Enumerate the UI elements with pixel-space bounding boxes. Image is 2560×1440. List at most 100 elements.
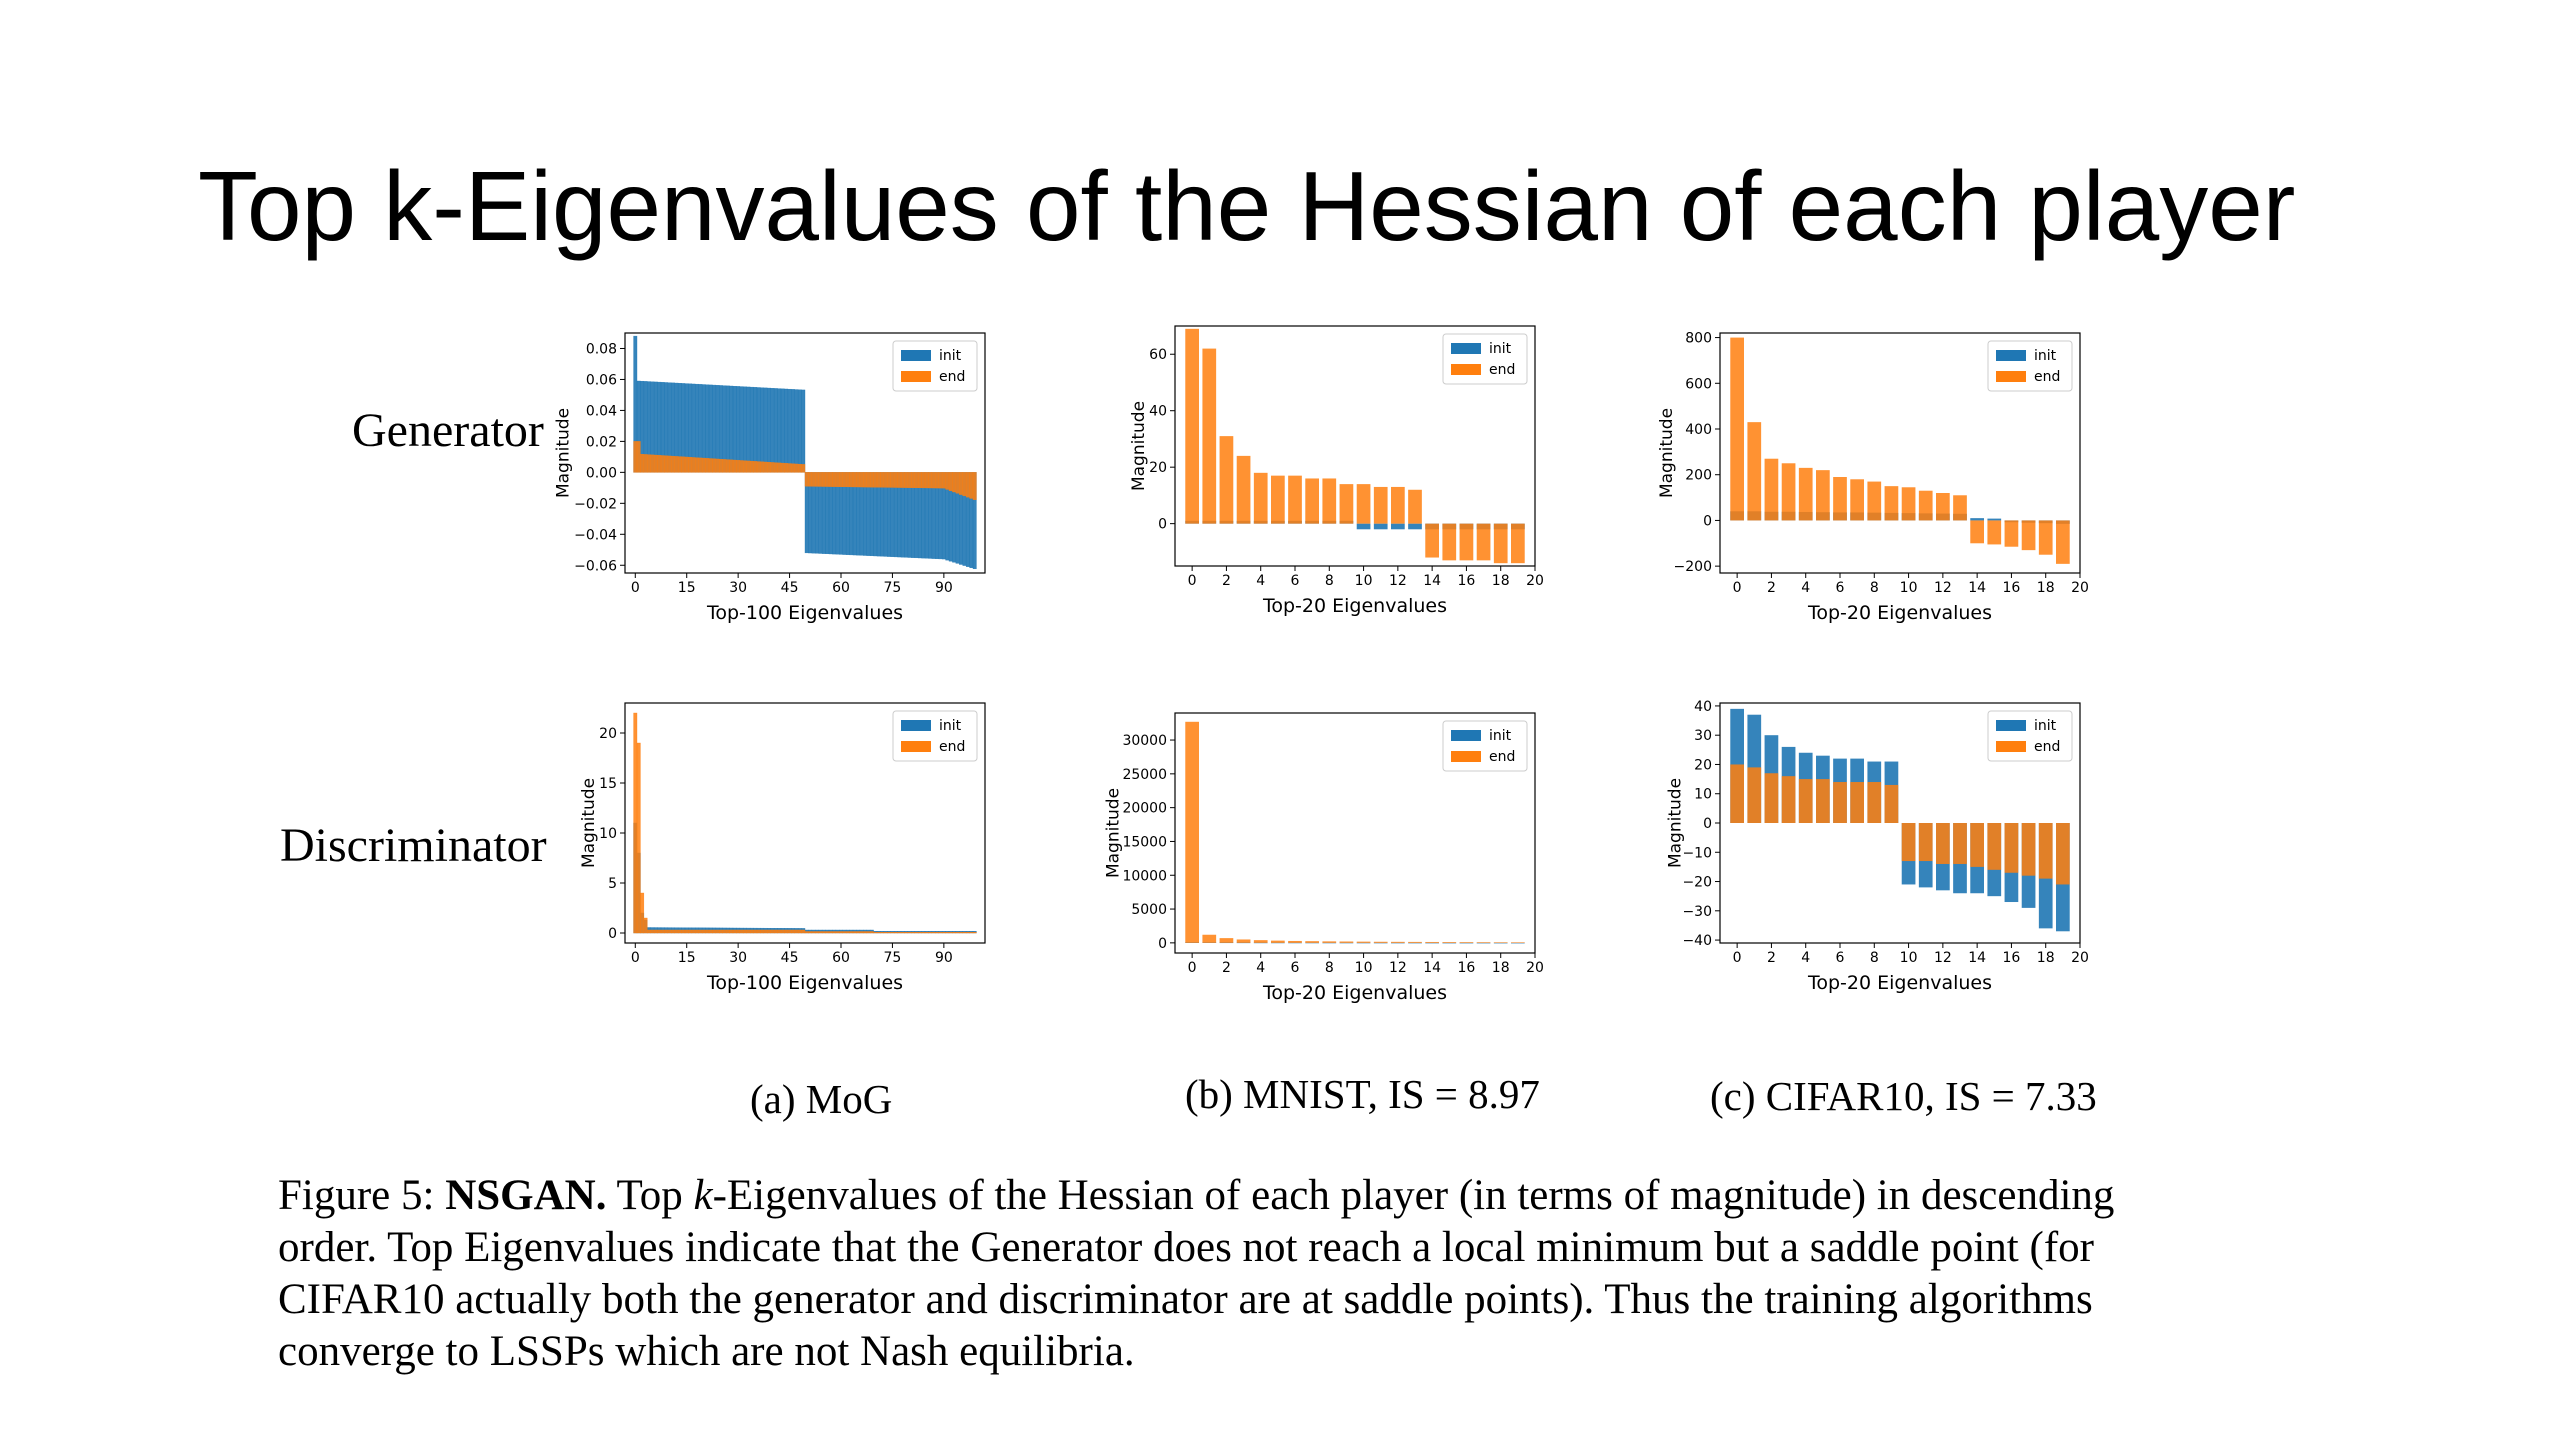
- subfigure-label-cifar: (c) CIFAR10, IS = 7.33: [1710, 1073, 2097, 1119]
- end-bar: [1425, 523, 1439, 558]
- y-tick-label: 30000: [1122, 733, 1167, 749]
- init-bar: [1391, 523, 1405, 530]
- end-bar: [928, 472, 933, 489]
- y-axis-label: Magnitude: [1129, 401, 1149, 491]
- y-tick-label: 800: [1685, 331, 1712, 347]
- end-bar: [801, 929, 806, 934]
- subfigure-label-mnist: (b) MNIST, IS = 8.97: [1185, 1071, 1540, 1117]
- init-bar: [732, 386, 737, 473]
- end-bar: [664, 455, 669, 473]
- end-bar: [1391, 486, 1405, 524]
- init-bar: [763, 387, 768, 473]
- end-bar: [736, 929, 741, 934]
- end-bar: [897, 472, 902, 488]
- end-bar: [1442, 942, 1457, 943]
- init-bar: [756, 387, 761, 473]
- chart-mog-generator: 0 15 30 45 60 75 90 −0.06 −0.04 −0.02 0.00 0.02 0.04…: [555, 325, 995, 635]
- y-tick-label: 20000: [1122, 801, 1167, 817]
- x-tick-label: 12: [1934, 950, 1952, 966]
- init-bar: [767, 387, 771, 473]
- y-tick-label: 0.00: [586, 465, 617, 481]
- end-bar: [674, 929, 679, 934]
- end-bar: [725, 929, 730, 934]
- x-tick-label: 12: [1389, 960, 1407, 976]
- end-bar: [808, 472, 813, 487]
- end-bar: [667, 929, 672, 934]
- init-bar: [1339, 942, 1354, 944]
- chart-svg: 0 2 4 6 8 10 12 14 16 18 20 −40 −30 −20 −10 0 10 20 30 40 To…: [1666, 699, 2089, 994]
- init-bar: [736, 386, 741, 473]
- x-tick-label: 0: [631, 580, 640, 596]
- init-bar: [784, 388, 789, 473]
- end-bar: [1936, 493, 1950, 521]
- end-bar: [1493, 523, 1508, 564]
- y-axis-label: Magnitude: [1657, 408, 1677, 498]
- y-tick-label: 400: [1685, 422, 1712, 438]
- y-tick-label: −10: [1682, 845, 1712, 861]
- end-bar: [749, 929, 754, 934]
- end-bar: [749, 460, 754, 473]
- end-bar: [674, 456, 679, 473]
- end-bar: [849, 472, 854, 488]
- x-axis-label: Top-20 Eigenvalues: [1262, 595, 1447, 617]
- end-bar: [842, 931, 847, 934]
- end-bar: [1798, 779, 1813, 823]
- end-bar: [914, 931, 919, 934]
- x-tick-label: 20: [1526, 573, 1544, 589]
- x-tick-label: 8: [1325, 960, 1334, 976]
- plot-frame: [624, 702, 986, 944]
- end-bar: [2021, 823, 2036, 876]
- init-bar: [725, 385, 730, 473]
- end-bar: [859, 472, 864, 488]
- end-bar: [1339, 941, 1354, 943]
- end-bar: [904, 472, 909, 488]
- x-tick-label: 60: [832, 580, 850, 596]
- init-bar: [791, 389, 795, 473]
- end-bar: [965, 472, 970, 498]
- init-bar: [1425, 942, 1439, 944]
- end-bar: [746, 929, 751, 934]
- legend-label-init: init: [2034, 348, 2057, 364]
- init-bars: [1185, 520, 1525, 530]
- x-tick-label: 60: [832, 950, 850, 966]
- legend: init end: [1987, 710, 2073, 762]
- end-bar: [849, 931, 854, 934]
- x-tick-label: 30: [729, 580, 747, 596]
- end-bar: [681, 929, 686, 934]
- end-bar: [1202, 934, 1217, 943]
- end-bar: [760, 461, 765, 473]
- x-tick-label: 0: [631, 950, 640, 966]
- end-bar: [688, 457, 693, 473]
- y-tick-label: −0.04: [574, 527, 617, 543]
- end-bar: [1901, 487, 1916, 521]
- end-bar: [924, 472, 929, 489]
- end-bar: [739, 460, 744, 473]
- y-tick-label: 25000: [1122, 767, 1167, 783]
- end-bar: [691, 929, 696, 934]
- end-bar: [893, 472, 898, 488]
- end-bar: [1391, 941, 1405, 943]
- end-bar: [900, 931, 905, 934]
- end-bar: [863, 931, 867, 934]
- x-tick-label: 2: [1222, 960, 1231, 976]
- plot-frame: [1174, 325, 1536, 567]
- legend-swatch-init: [1996, 350, 2026, 361]
- x-tick-label: 2: [1767, 950, 1776, 966]
- end-bar: [701, 457, 706, 473]
- end-bar: [1730, 764, 1744, 823]
- y-tick-label: 40: [1149, 404, 1167, 420]
- x-tick-label: 18: [2037, 580, 2055, 596]
- y-axis-label: Magnitude: [1666, 778, 1686, 868]
- legend-swatch-init: [1996, 720, 2026, 731]
- end-bar: [1987, 823, 2002, 870]
- legend: init end: [892, 710, 978, 762]
- end-bar: [1476, 942, 1491, 943]
- end-bar: [1833, 477, 1847, 521]
- legend-label-init: init: [939, 348, 962, 364]
- end-bar: [1305, 941, 1319, 943]
- x-tick-label: 10: [1355, 960, 1373, 976]
- end-bar: [708, 929, 713, 934]
- chart-svg: 0 15 30 45 60 75 90 −0.06 −0.04 −0.02 0.00 0.02 0.04…: [555, 332, 986, 624]
- x-axis-label: Top-20 Eigenvalues: [1807, 602, 1992, 624]
- x-tick-label: 18: [2037, 950, 2055, 966]
